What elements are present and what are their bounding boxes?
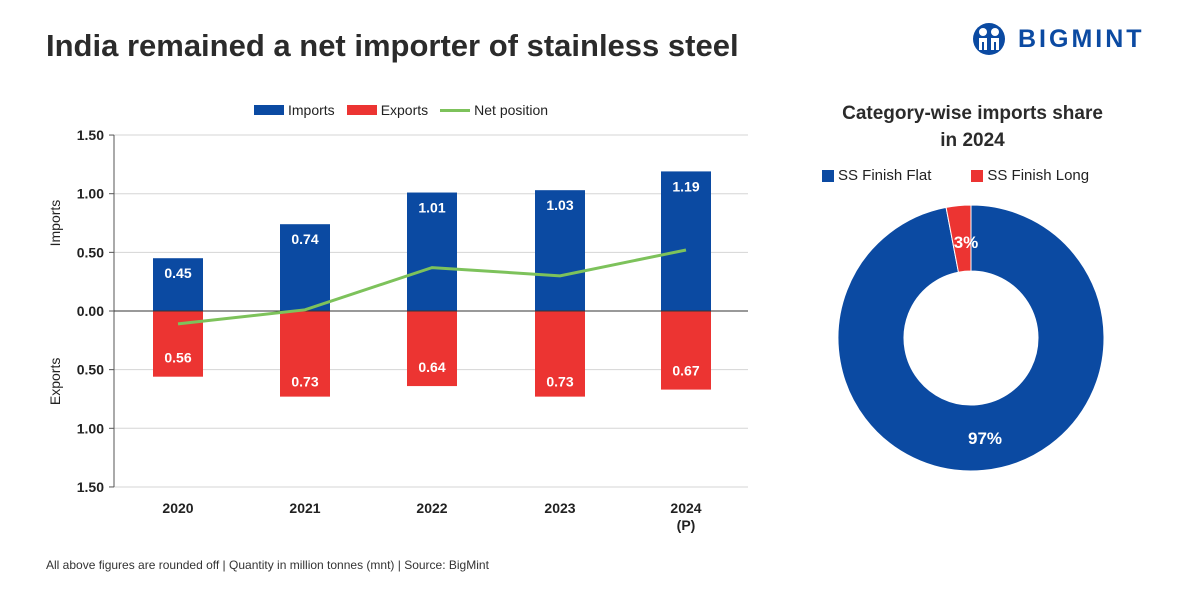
y-tick-label: 0.50 [77, 244, 104, 260]
legend-label-exports: Exports [380, 102, 429, 118]
legend-swatch-exports [346, 105, 377, 115]
x-tick-label: 2021 [289, 500, 320, 516]
x-tick-label: 2024 [670, 500, 701, 516]
legend-label-long: SS Finish Long [987, 167, 1090, 184]
y-axis-label-exports: Exports [47, 358, 63, 405]
x-tick-label: 2023 [544, 500, 575, 516]
y-tick-label: 0.00 [77, 303, 104, 319]
footer-note: All above figures are rounded off | Quan… [46, 558, 489, 572]
donut-slice-long [945, 204, 972, 273]
legend-swatch-flat [822, 169, 834, 182]
logo-text: BIGMINT [1018, 24, 1145, 53]
bigmint-logo: BIGMINT [972, 22, 1145, 56]
y-tick-label: 1.50 [77, 127, 104, 143]
imports-bar [535, 190, 585, 311]
imports-bar [407, 192, 457, 311]
pie-legend: SS Finish Flat SS Finish Long [822, 167, 1089, 184]
donut-slice-flat [837, 204, 1105, 472]
y-axis-label-imports: Imports [47, 200, 63, 247]
pie-title-line-1: Category-wise imports share [842, 103, 1103, 124]
legend-label-imports: Imports [288, 102, 335, 118]
y-tick-label: 1.00 [77, 186, 104, 202]
donut-label-long: 3% [954, 233, 979, 252]
legend-swatch-imports [254, 105, 284, 115]
exports-bar [661, 311, 711, 390]
exports-data-label: 0.64 [418, 359, 445, 375]
y-tick-label: 1.50 [77, 479, 104, 495]
exports-data-label: 0.56 [164, 350, 191, 366]
legend-label-flat: SS Finish Flat [838, 167, 932, 184]
exports-data-label: 0.67 [672, 363, 699, 379]
y-tick-label: 1.00 [77, 420, 104, 436]
legend-swatch-long [971, 169, 984, 182]
imports-bar [153, 258, 203, 311]
imports-data-label: 1.19 [672, 178, 699, 194]
pie-title: Category-wise imports share in 2024 [820, 100, 1125, 154]
x-tick-label: 2020 [162, 500, 193, 516]
bar-chart-legend: Imports Exports Net position [254, 102, 548, 118]
legend-label-net: Net position [474, 102, 549, 118]
imports-data-label: 1.01 [418, 200, 445, 216]
pie-title-line-2: in 2024 [940, 130, 1005, 151]
imports-data-label: 0.45 [164, 265, 191, 281]
imports-bar [661, 171, 711, 311]
imports-data-label: 1.03 [546, 197, 573, 213]
exports-bar [535, 311, 585, 397]
donut-label-flat: 97% [968, 429, 1002, 448]
y-tick-label: 0.50 [77, 362, 104, 378]
exports-bar [280, 311, 330, 397]
x-tick-label: (P) [677, 517, 696, 533]
exports-data-label: 0.73 [546, 374, 573, 390]
imports-data-label: 0.74 [291, 231, 318, 247]
net-position-line [177, 248, 687, 326]
exports-data-label: 0.73 [291, 374, 318, 390]
x-tick-label: 2022 [416, 500, 447, 516]
page-title: India remained a net importer of stainle… [46, 28, 739, 63]
exports-bar [407, 311, 457, 387]
logo-people-icon [973, 23, 1005, 55]
legend-swatch-net [440, 108, 471, 112]
imports-bar [280, 224, 330, 311]
